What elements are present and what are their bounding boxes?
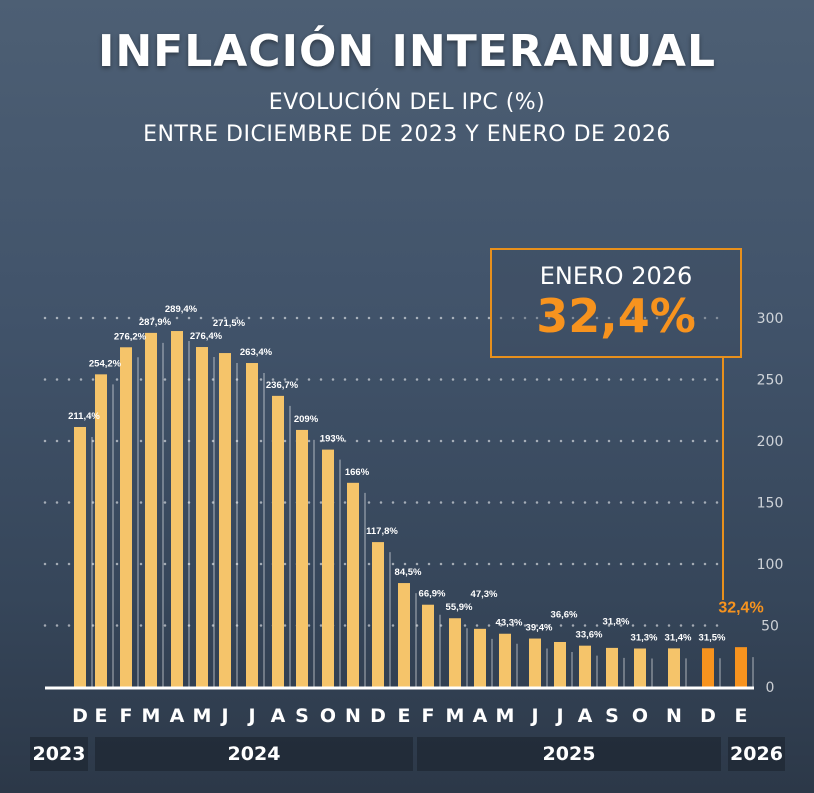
data-label: 271,5% xyxy=(213,318,246,329)
x-tick-label: S xyxy=(605,705,619,727)
bar xyxy=(74,426,86,687)
bar xyxy=(474,628,486,687)
x-tick-label: J xyxy=(554,705,563,727)
data-label: 31,4% xyxy=(665,632,692,643)
data-label: 289,4% xyxy=(165,304,198,315)
highlight-callout: ENERO 2026 32,4% xyxy=(490,248,742,358)
bar xyxy=(219,353,231,687)
x-tick-label: O xyxy=(320,705,336,727)
bar xyxy=(606,647,618,687)
data-label: 47,3% xyxy=(471,589,498,600)
data-label: 117,8% xyxy=(366,526,398,537)
bar xyxy=(372,542,384,687)
bar xyxy=(554,641,566,687)
data-label: 39,4% xyxy=(526,623,553,634)
y-tick-label: 100 xyxy=(757,557,784,573)
y-tick-label: 50 xyxy=(761,619,779,635)
bar xyxy=(322,449,334,687)
y-tick-label: 0 xyxy=(766,680,775,696)
bar xyxy=(145,332,157,687)
x-tick-label: J xyxy=(529,705,538,727)
x-tick-label: N xyxy=(345,705,361,727)
callout-value: 32,4% xyxy=(536,289,696,343)
x-tick-label: E xyxy=(735,705,748,727)
data-label: 276,2% xyxy=(114,331,147,342)
data-label: 211,4% xyxy=(68,411,100,422)
year-2026: 2026 xyxy=(728,737,785,771)
bar xyxy=(449,618,461,687)
data-label: 66,9% xyxy=(419,589,446,600)
data-label: 236,7% xyxy=(266,380,299,391)
data-label: 55,9% xyxy=(446,602,473,613)
data-label: 254,2% xyxy=(89,358,122,369)
year-2023: 2023 xyxy=(30,737,88,771)
data-label: 43,3% xyxy=(496,618,523,629)
y-tick-label: 200 xyxy=(757,434,784,450)
x-tick-label: A xyxy=(271,705,286,727)
callout-label: ENERO 2026 xyxy=(539,262,693,290)
x-tick-label: D xyxy=(700,705,716,727)
data-label: 287,9% xyxy=(139,317,172,328)
x-tick-label: D xyxy=(72,705,88,727)
bar xyxy=(171,331,183,687)
data-label: 166% xyxy=(345,467,370,478)
bar xyxy=(668,648,680,687)
bar xyxy=(272,395,284,687)
y-tick-label: 300 xyxy=(757,311,784,327)
bar xyxy=(422,604,434,687)
data-label: 31,3% xyxy=(631,633,658,644)
bar xyxy=(499,633,511,687)
bar xyxy=(735,647,747,687)
bar xyxy=(579,645,591,687)
year-2025: 2025 xyxy=(417,737,721,771)
x-tick-label: S xyxy=(295,705,309,727)
x-tick-label: D xyxy=(370,705,386,727)
subtitle-range: ENTRE DICIEMBRE DE 2023 Y ENERO DE 2026 xyxy=(143,122,671,147)
x-tick-label: N xyxy=(666,705,682,727)
x-tick-label: A xyxy=(578,705,593,727)
x-tick-label: E xyxy=(95,705,108,727)
x-tick-label: J xyxy=(246,705,255,727)
data-label: 36,6% xyxy=(551,610,578,621)
data-label: 33,6% xyxy=(576,630,603,641)
bar xyxy=(398,583,410,687)
x-tick-label: E xyxy=(398,705,411,727)
data-label: 209% xyxy=(294,414,319,425)
bar xyxy=(347,482,359,687)
bar xyxy=(196,347,208,687)
bar xyxy=(246,363,258,687)
bar xyxy=(95,374,107,687)
bar xyxy=(120,347,132,687)
y-tick-label: 150 xyxy=(757,496,784,512)
x-tick-label: F xyxy=(422,705,435,727)
data-label: 193% xyxy=(320,434,345,445)
data-label: 31,5% xyxy=(699,632,726,643)
bar xyxy=(296,429,308,687)
bar xyxy=(529,638,541,687)
x-tick-label: A xyxy=(473,705,488,727)
x-tick-label: M xyxy=(142,705,161,727)
x-tick-label: M xyxy=(446,705,465,727)
year-2024: 2024 xyxy=(95,737,413,771)
data-label: 31,8% xyxy=(603,617,630,628)
x-tick-label: A xyxy=(170,705,185,727)
bar xyxy=(634,648,646,687)
data-label: 276,4% xyxy=(190,331,223,342)
x-tick-label: M xyxy=(496,705,515,727)
x-tick-label: O xyxy=(632,705,648,727)
page-title: INFLACIÓN INTERANUAL xyxy=(97,26,717,77)
bar xyxy=(702,648,714,687)
x-tick-label: J xyxy=(219,705,228,727)
x-tick-label: M xyxy=(193,705,212,727)
data-label: 32,4% xyxy=(718,600,763,617)
data-label: 84,5% xyxy=(395,567,422,578)
x-tick-label: F xyxy=(120,705,133,727)
data-label: 263,4% xyxy=(240,347,273,358)
subtitle: EVOLUCIÓN DEL IPC (%) xyxy=(268,90,546,115)
y-tick-label: 250 xyxy=(757,373,784,389)
